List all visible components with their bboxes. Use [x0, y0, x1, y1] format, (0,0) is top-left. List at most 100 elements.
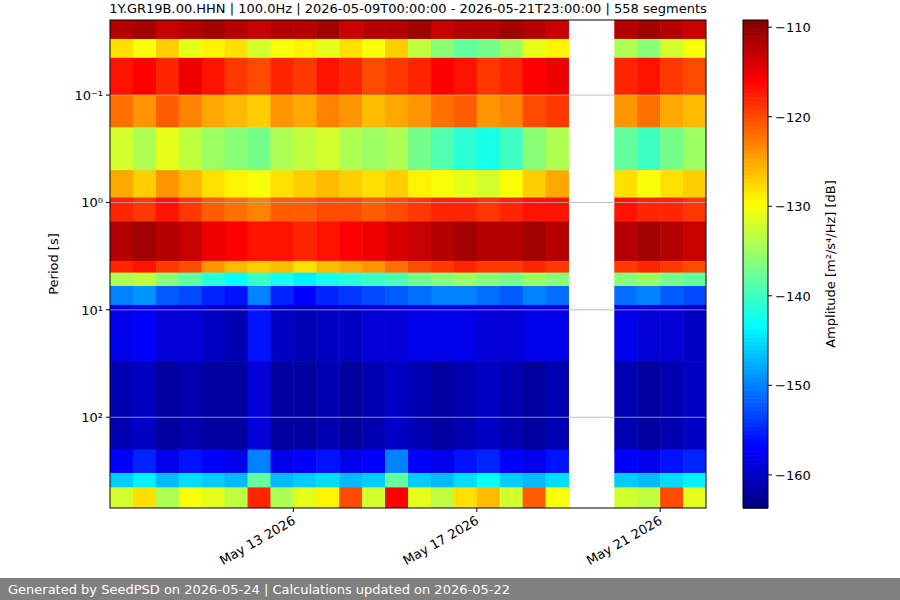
cell	[385, 286, 408, 305]
cell	[202, 58, 225, 96]
cell	[316, 127, 339, 170]
colorbar-swatch	[743, 252, 768, 257]
cell	[133, 127, 156, 170]
colorbar-frame	[743, 20, 768, 508]
colorbar-swatch	[743, 191, 768, 196]
colorbar-swatch	[743, 378, 768, 383]
cell	[293, 473, 316, 488]
cell	[546, 361, 569, 450]
frame	[110, 20, 706, 508]
cell	[683, 170, 706, 198]
cell	[362, 273, 385, 287]
cell	[431, 305, 454, 362]
colorbar-swatch	[743, 284, 768, 289]
cell	[202, 20, 225, 39]
colorbar-swatch	[743, 81, 768, 86]
cell	[316, 58, 339, 96]
cell	[110, 95, 133, 128]
cell	[225, 198, 248, 222]
cell	[500, 473, 523, 488]
cell	[637, 261, 660, 273]
cell	[660, 58, 683, 96]
cell	[133, 170, 156, 198]
cell	[362, 487, 385, 508]
cell	[339, 273, 362, 287]
cell	[546, 487, 569, 508]
cell	[293, 286, 316, 305]
colorbar-label: Amplitude [m²/s⁴/Hz] [dB]	[823, 180, 838, 348]
tick	[106, 202, 110, 203]
cell	[133, 305, 156, 362]
cell	[156, 261, 179, 273]
colorbar-swatch	[743, 451, 768, 456]
cell	[362, 261, 385, 273]
cell	[660, 273, 683, 287]
cell	[523, 273, 546, 287]
colorbar-swatch	[743, 402, 768, 407]
cell	[133, 39, 156, 58]
cell	[225, 95, 248, 128]
colorbar-tick-label: −110	[775, 20, 811, 35]
cell	[293, 170, 316, 198]
cell	[683, 261, 706, 273]
cell	[225, 361, 248, 450]
cell	[500, 286, 523, 305]
colorbar-swatch	[743, 179, 768, 184]
cell	[110, 198, 133, 222]
cell	[225, 273, 248, 287]
cell	[133, 361, 156, 450]
cell	[546, 170, 569, 198]
colorbar-swatch	[743, 195, 768, 200]
colorbar-tick-label: −130	[775, 199, 811, 214]
cell	[362, 95, 385, 128]
cell	[454, 95, 477, 128]
colorbar-swatch	[743, 48, 768, 53]
cell	[546, 20, 569, 39]
cell	[339, 261, 362, 273]
cell	[385, 261, 408, 273]
cell	[156, 305, 179, 362]
cell	[523, 127, 546, 170]
colorbar-swatch	[743, 288, 768, 293]
cell	[339, 127, 362, 170]
cell	[225, 58, 248, 96]
cell	[179, 361, 202, 450]
cell	[637, 95, 660, 128]
colorbar-swatch	[743, 97, 768, 102]
colorbar-swatch	[743, 32, 768, 37]
cell	[637, 487, 660, 508]
cell	[408, 261, 431, 273]
cell	[408, 305, 431, 362]
cell	[156, 39, 179, 58]
cell	[110, 39, 133, 58]
cell	[385, 450, 408, 474]
cell	[225, 487, 248, 508]
cell	[248, 473, 271, 488]
colorbar-swatch	[743, 138, 768, 143]
colorbar-tick	[768, 385, 772, 386]
cell	[683, 127, 706, 170]
colorbar-swatch	[743, 227, 768, 232]
cell	[133, 221, 156, 261]
colorbar-swatch	[743, 414, 768, 419]
colorbar-tick	[768, 206, 772, 207]
cell	[202, 487, 225, 508]
cell	[293, 39, 316, 58]
cell	[454, 487, 477, 508]
colorbar-swatch	[743, 154, 768, 159]
cell	[270, 95, 293, 128]
cell	[385, 170, 408, 198]
cell	[614, 273, 637, 287]
cell	[683, 286, 706, 305]
colorbar-swatch	[743, 390, 768, 395]
cell	[523, 450, 546, 474]
cell	[225, 20, 248, 39]
cell	[270, 261, 293, 273]
cell	[408, 20, 431, 39]
cell	[546, 198, 569, 222]
cell	[660, 198, 683, 222]
colorbar-swatch	[743, 118, 768, 123]
cell	[248, 286, 271, 305]
cell	[270, 487, 293, 508]
colorbar-swatch	[743, 419, 768, 424]
